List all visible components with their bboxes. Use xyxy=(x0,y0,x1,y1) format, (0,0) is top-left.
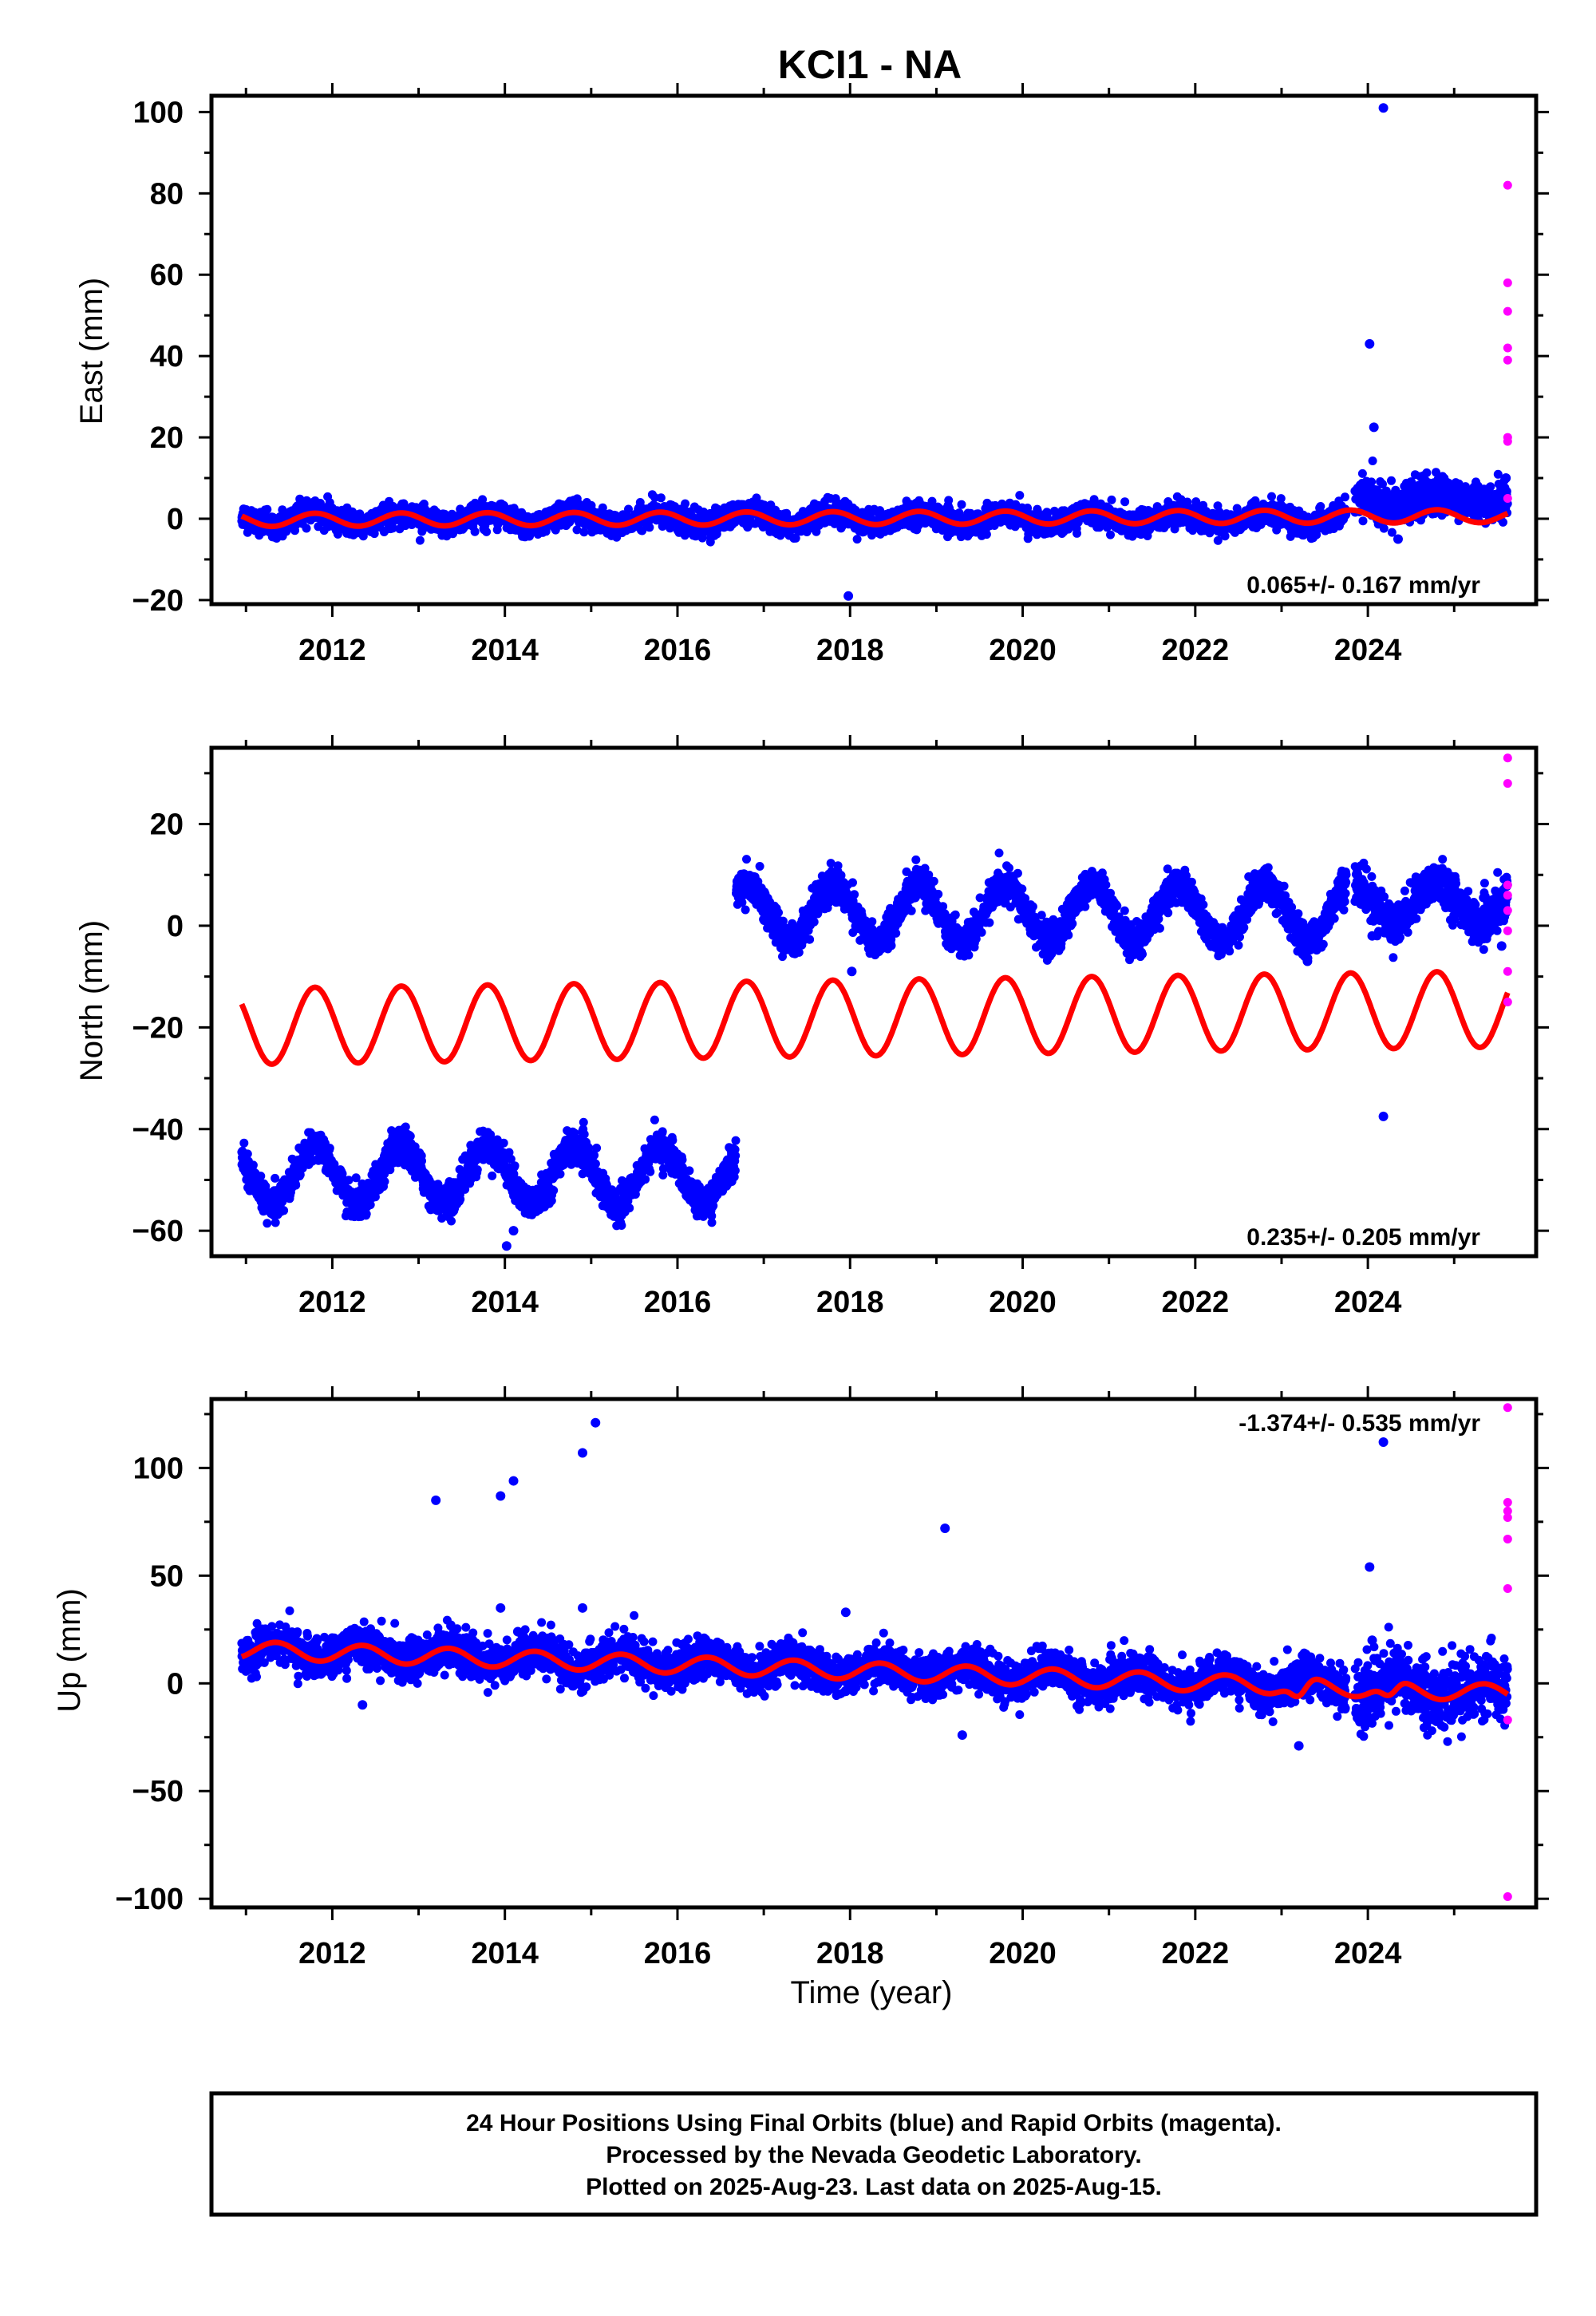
north-final-point xyxy=(279,1206,289,1215)
east-rapid-point xyxy=(1503,180,1512,190)
east-final-outlier xyxy=(1423,481,1433,492)
east-final-outlier xyxy=(1378,103,1389,113)
east-rapid-point xyxy=(1503,343,1512,353)
chart-title: KCI1 - NA xyxy=(778,42,962,87)
east-rapid-point xyxy=(1503,306,1512,316)
east-rapid-point xyxy=(1503,278,1512,287)
east-final-point xyxy=(927,496,937,506)
east-panel: 2012 2014 2016 2018 2020 2022 2024 100 80 60 40 20 0… xyxy=(74,83,1549,667)
east-final-point xyxy=(1220,532,1230,541)
east-final-point xyxy=(650,493,660,502)
east-final-point xyxy=(645,523,654,532)
east-axis-label: East (mm) xyxy=(74,278,109,425)
east-final-point xyxy=(681,499,690,508)
east-ytick-label: 100 xyxy=(133,96,184,129)
east-xtick-label: 2012 xyxy=(298,634,366,667)
north-data-layer xyxy=(237,753,1512,1251)
east-final-outlier xyxy=(1496,481,1507,492)
east-final-point xyxy=(1267,492,1276,501)
east-final-point xyxy=(482,527,492,536)
east-xtick-label: 2024 xyxy=(1334,634,1402,667)
north-final-point xyxy=(248,1160,258,1170)
north-final-point xyxy=(256,1172,266,1181)
north-final-point xyxy=(271,1218,280,1227)
east-data-layer xyxy=(237,103,1512,601)
east-rate-label: 0.065+/- 0.167 mm/yr xyxy=(1246,572,1480,599)
east-final-point xyxy=(1387,476,1396,485)
east-final-point xyxy=(852,535,862,544)
east-final-outlier xyxy=(1371,485,1381,496)
north-panel: 2012 2014 2016 2018 2020 2022 2024200−20−40−60… xyxy=(74,735,1549,1319)
east-final-outlier xyxy=(843,591,854,601)
north-final-point xyxy=(271,1173,280,1183)
east-final-point xyxy=(470,527,480,536)
east-final-point xyxy=(1368,456,1377,465)
east-final-point xyxy=(624,504,633,514)
east-final-point xyxy=(1015,491,1025,500)
east-final-point xyxy=(369,529,379,539)
east-final-outlier xyxy=(1369,422,1379,433)
east-final-outlier xyxy=(1393,534,1403,544)
east-final-point xyxy=(656,493,666,503)
east-ytick-label: 40 xyxy=(150,340,184,373)
east-final-point xyxy=(388,524,397,533)
east-final-point xyxy=(982,530,991,539)
east-rapid-point xyxy=(1503,355,1512,365)
east-final-point xyxy=(1486,482,1495,492)
east-final-point xyxy=(791,533,800,543)
east-final-point xyxy=(697,533,707,543)
east-ytick-label: 60 xyxy=(150,259,184,292)
east-final-point xyxy=(957,500,966,509)
east-final-point xyxy=(802,528,812,536)
east-final-point xyxy=(1341,492,1349,502)
east-xtick-label: 2020 xyxy=(989,634,1057,667)
east-final-point xyxy=(914,520,923,530)
east-final-point xyxy=(1422,468,1432,477)
east-xtick-label: 2018 xyxy=(816,634,884,667)
east-final-point xyxy=(579,528,589,537)
east-ytick-label: −20 xyxy=(132,584,184,618)
east-xtick-label: 2016 xyxy=(644,634,712,667)
east-final-point xyxy=(302,524,311,533)
east-rapid-point xyxy=(1503,494,1512,504)
east-final-point xyxy=(1107,495,1116,504)
east-ytick-label: 20 xyxy=(150,421,184,455)
east-final-point xyxy=(263,504,272,514)
east-plot-area: 2012 2014 2016 2018 2020 2022 2024 100 80 60 40 20 0… xyxy=(132,83,1549,667)
east-final-point xyxy=(1379,524,1389,533)
east-final-point xyxy=(1106,530,1115,539)
east-final-outlier xyxy=(1365,338,1375,349)
east-xtick-label: 2014 xyxy=(471,634,539,667)
east-final-outlier xyxy=(1501,473,1511,484)
north-final-point xyxy=(239,1138,249,1148)
east-final-point xyxy=(1358,516,1368,526)
east-xtick-label: 2022 xyxy=(1162,634,1230,667)
east-final-point xyxy=(1120,497,1130,507)
east-final-point xyxy=(1357,468,1367,478)
east-final-point xyxy=(572,525,582,535)
east-final-point xyxy=(1073,528,1081,538)
east-final-point xyxy=(944,496,954,505)
east-final-point xyxy=(1316,502,1325,511)
north-final-point xyxy=(263,1219,272,1228)
east-ytick-label: 80 xyxy=(150,177,184,211)
east-final-point xyxy=(1024,529,1033,539)
east-final-outlier xyxy=(1406,477,1416,488)
east-final-point xyxy=(333,529,342,539)
east-rapid-point xyxy=(1503,437,1512,446)
east-final-point xyxy=(415,536,425,545)
east-ytick-label: 0 xyxy=(167,503,184,536)
